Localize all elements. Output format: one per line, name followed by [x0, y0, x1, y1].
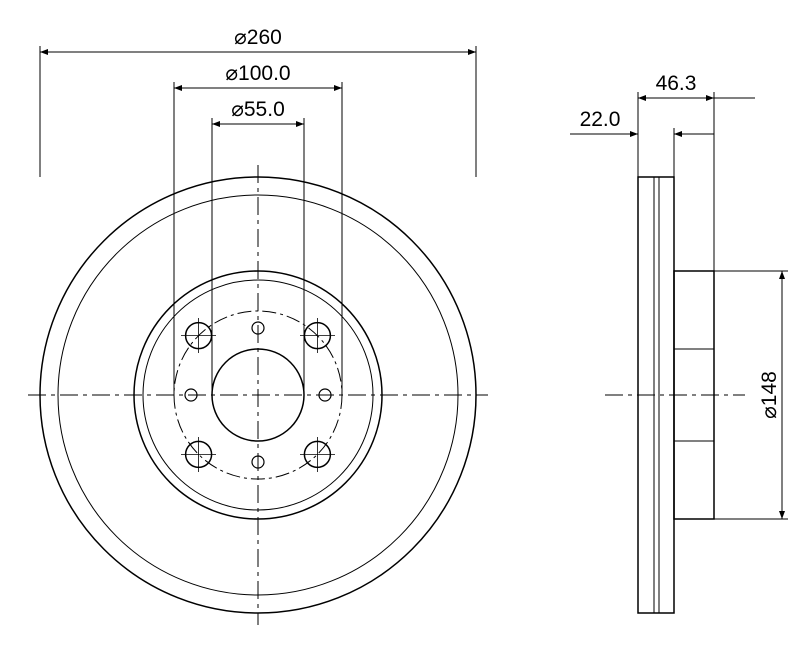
- label-t22: 22.0: [580, 108, 621, 131]
- side-view: [605, 177, 745, 613]
- dimension-t46_3: 46.3: [638, 72, 755, 271]
- label-d55: ⌀55.0: [231, 98, 285, 121]
- label-d260: ⌀260: [234, 26, 282, 49]
- label-t46_3: 46.3: [656, 72, 697, 95]
- label-d100: ⌀100.0: [225, 62, 290, 85]
- dimension-t22: 22.0: [570, 108, 714, 177]
- label-d148: ⌀148: [758, 371, 781, 419]
- front-view: [28, 165, 488, 625]
- technical-drawing: ⌀260 ⌀100.0 ⌀55.0 46.3 22.0 ⌀148: [0, 0, 800, 662]
